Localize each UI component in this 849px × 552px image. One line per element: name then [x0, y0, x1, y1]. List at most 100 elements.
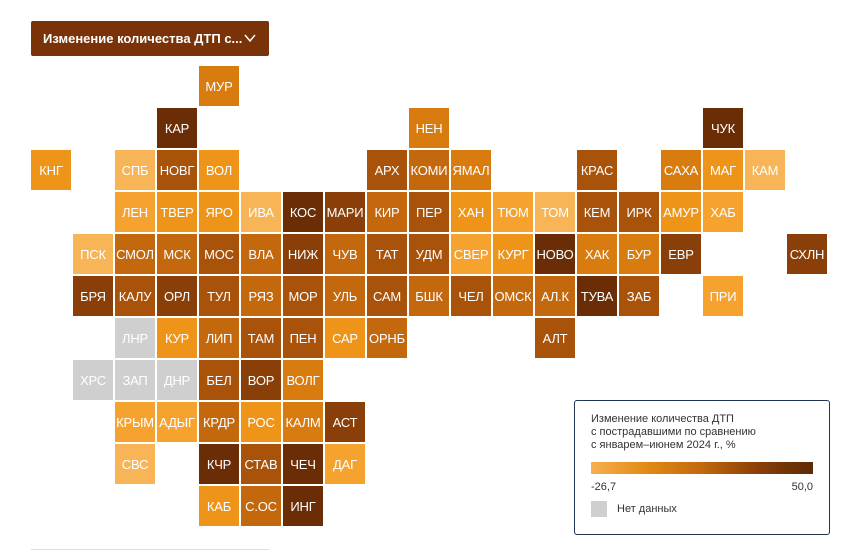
- region-tile[interactable]: МОР: [283, 276, 323, 316]
- region-tile[interactable]: ВЛА: [241, 234, 281, 274]
- region-tile[interactable]: РЯЗ: [241, 276, 281, 316]
- region-tile[interactable]: СВС: [115, 444, 155, 484]
- region-tile[interactable]: НЕН: [409, 108, 449, 148]
- region-tile[interactable]: ИВА: [241, 192, 281, 232]
- region-tile[interactable]: ВОР: [241, 360, 281, 400]
- region-tile[interactable]: ПЕН: [283, 318, 323, 358]
- region-tile[interactable]: СТАВ: [241, 444, 281, 484]
- region-tile[interactable]: ТОМ: [535, 192, 575, 232]
- region-tile[interactable]: ХАН: [451, 192, 491, 232]
- region-tile[interactable]: АРХ: [367, 150, 407, 190]
- region-tile[interactable]: ВОЛ: [199, 150, 239, 190]
- region-tile[interactable]: ИРК: [619, 192, 659, 232]
- region-tile[interactable]: МАГ: [703, 150, 743, 190]
- region-tile[interactable]: КНГ: [31, 150, 71, 190]
- region-tile[interactable]: НОВО: [535, 234, 575, 274]
- region-tile[interactable]: ЛИП: [199, 318, 239, 358]
- region-tile[interactable]: КАБ: [199, 486, 239, 526]
- region-tile[interactable]: ЧУК: [703, 108, 743, 148]
- region-tile[interactable]: ПСК: [73, 234, 113, 274]
- region-tile[interactable]: ОРЛ: [157, 276, 197, 316]
- region-tile[interactable]: БШК: [409, 276, 449, 316]
- no-data-swatch: [591, 501, 607, 517]
- region-tile[interactable]: ХАК: [577, 234, 617, 274]
- region-tile[interactable]: ЗАБ: [619, 276, 659, 316]
- region-tile[interactable]: МОС: [199, 234, 239, 274]
- region-tile[interactable]: КРЫМ: [115, 402, 155, 442]
- region-tile[interactable]: С.ОС: [241, 486, 281, 526]
- region-tile[interactable]: КЧР: [199, 444, 239, 484]
- region-tile[interactable]: АМУР: [661, 192, 701, 232]
- region-tile[interactable]: ТВЕР: [157, 192, 197, 232]
- region-tile[interactable]: САМ: [367, 276, 407, 316]
- region-tile[interactable]: КОМИ: [409, 150, 449, 190]
- region-tile[interactable]: СХЛН: [787, 234, 827, 274]
- region-tile[interactable]: ДНР: [157, 360, 197, 400]
- region-tile[interactable]: ИНГ: [283, 486, 323, 526]
- region-tile[interactable]: ОМСК: [493, 276, 533, 316]
- map-legend: Изменение количества ДТП с пострадавшими…: [574, 400, 830, 535]
- chevron-down-icon: [244, 34, 256, 43]
- region-tile[interactable]: КРАС: [577, 150, 617, 190]
- region-tile[interactable]: СМОЛ: [115, 234, 155, 274]
- region-tile[interactable]: КАР: [157, 108, 197, 148]
- region-tile[interactable]: МАРИ: [325, 192, 365, 232]
- legend-color-scale: [591, 462, 813, 474]
- legend-min-value: -26,7: [591, 481, 617, 493]
- region-tile[interactable]: КАЛУ: [115, 276, 155, 316]
- region-tile[interactable]: БУР: [619, 234, 659, 274]
- region-tile[interactable]: ЧЕЧ: [283, 444, 323, 484]
- divider: [31, 549, 269, 550]
- region-tile[interactable]: БЕЛ: [199, 360, 239, 400]
- region-tile[interactable]: ЗАП: [115, 360, 155, 400]
- region-tile[interactable]: ПЕР: [409, 192, 449, 232]
- region-tile[interactable]: ВОЛГ: [283, 360, 323, 400]
- legend-title-line: с пострадавшими по сравнению: [591, 426, 756, 438]
- region-tile[interactable]: АЛ.К: [535, 276, 575, 316]
- region-tile[interactable]: УЛЬ: [325, 276, 365, 316]
- region-tile[interactable]: ТУВА: [577, 276, 617, 316]
- region-tile[interactable]: ЛЕН: [115, 192, 155, 232]
- region-tile[interactable]: ЕВР: [661, 234, 701, 274]
- region-tile[interactable]: ЧУВ: [325, 234, 365, 274]
- legend-max-value: 50,0: [791, 481, 813, 493]
- region-tile[interactable]: КАМ: [745, 150, 785, 190]
- region-tile[interactable]: АДЫГ: [157, 402, 197, 442]
- region-tile[interactable]: ТАМ: [241, 318, 281, 358]
- region-tile[interactable]: КИР: [367, 192, 407, 232]
- region-tile[interactable]: САР: [325, 318, 365, 358]
- legend-title-line: с январем–июнем 2024 г., %: [591, 439, 736, 451]
- indicator-dropdown[interactable]: Изменение количества ДТП с...: [31, 21, 269, 56]
- region-tile[interactable]: КРДР: [199, 402, 239, 442]
- region-tile[interactable]: ЛНР: [115, 318, 155, 358]
- region-tile[interactable]: ЧЕЛ: [451, 276, 491, 316]
- region-tile[interactable]: ПРИ: [703, 276, 743, 316]
- region-tile[interactable]: ЯРО: [199, 192, 239, 232]
- region-tile[interactable]: АЛТ: [535, 318, 575, 358]
- region-tile[interactable]: КЕМ: [577, 192, 617, 232]
- region-tile[interactable]: ХАБ: [703, 192, 743, 232]
- region-tile[interactable]: НИЖ: [283, 234, 323, 274]
- region-tile[interactable]: АСТ: [325, 402, 365, 442]
- region-tile[interactable]: ТЮМ: [493, 192, 533, 232]
- region-tile[interactable]: ЯМАЛ: [451, 150, 491, 190]
- region-tile[interactable]: СВЕР: [451, 234, 491, 274]
- region-tile[interactable]: НОВГ: [157, 150, 197, 190]
- region-tile[interactable]: КОС: [283, 192, 323, 232]
- region-tile[interactable]: РОС: [241, 402, 281, 442]
- region-tile[interactable]: ХРС: [73, 360, 113, 400]
- region-tile[interactable]: ТУЛ: [199, 276, 239, 316]
- region-tile[interactable]: УДМ: [409, 234, 449, 274]
- region-tile[interactable]: КУР: [157, 318, 197, 358]
- region-tile[interactable]: СПБ: [115, 150, 155, 190]
- region-tile[interactable]: КУРГ: [493, 234, 533, 274]
- legend-title-line: Изменение количества ДТП: [591, 413, 734, 425]
- region-tile[interactable]: КАЛМ: [283, 402, 323, 442]
- region-tile[interactable]: ТАТ: [367, 234, 407, 274]
- region-tile[interactable]: ДАГ: [325, 444, 365, 484]
- region-tile[interactable]: САХА: [661, 150, 701, 190]
- region-tile[interactable]: ОРНБ: [367, 318, 407, 358]
- region-tile[interactable]: МУР: [199, 66, 239, 106]
- region-tile[interactable]: БРЯ: [73, 276, 113, 316]
- region-tile[interactable]: МСК: [157, 234, 197, 274]
